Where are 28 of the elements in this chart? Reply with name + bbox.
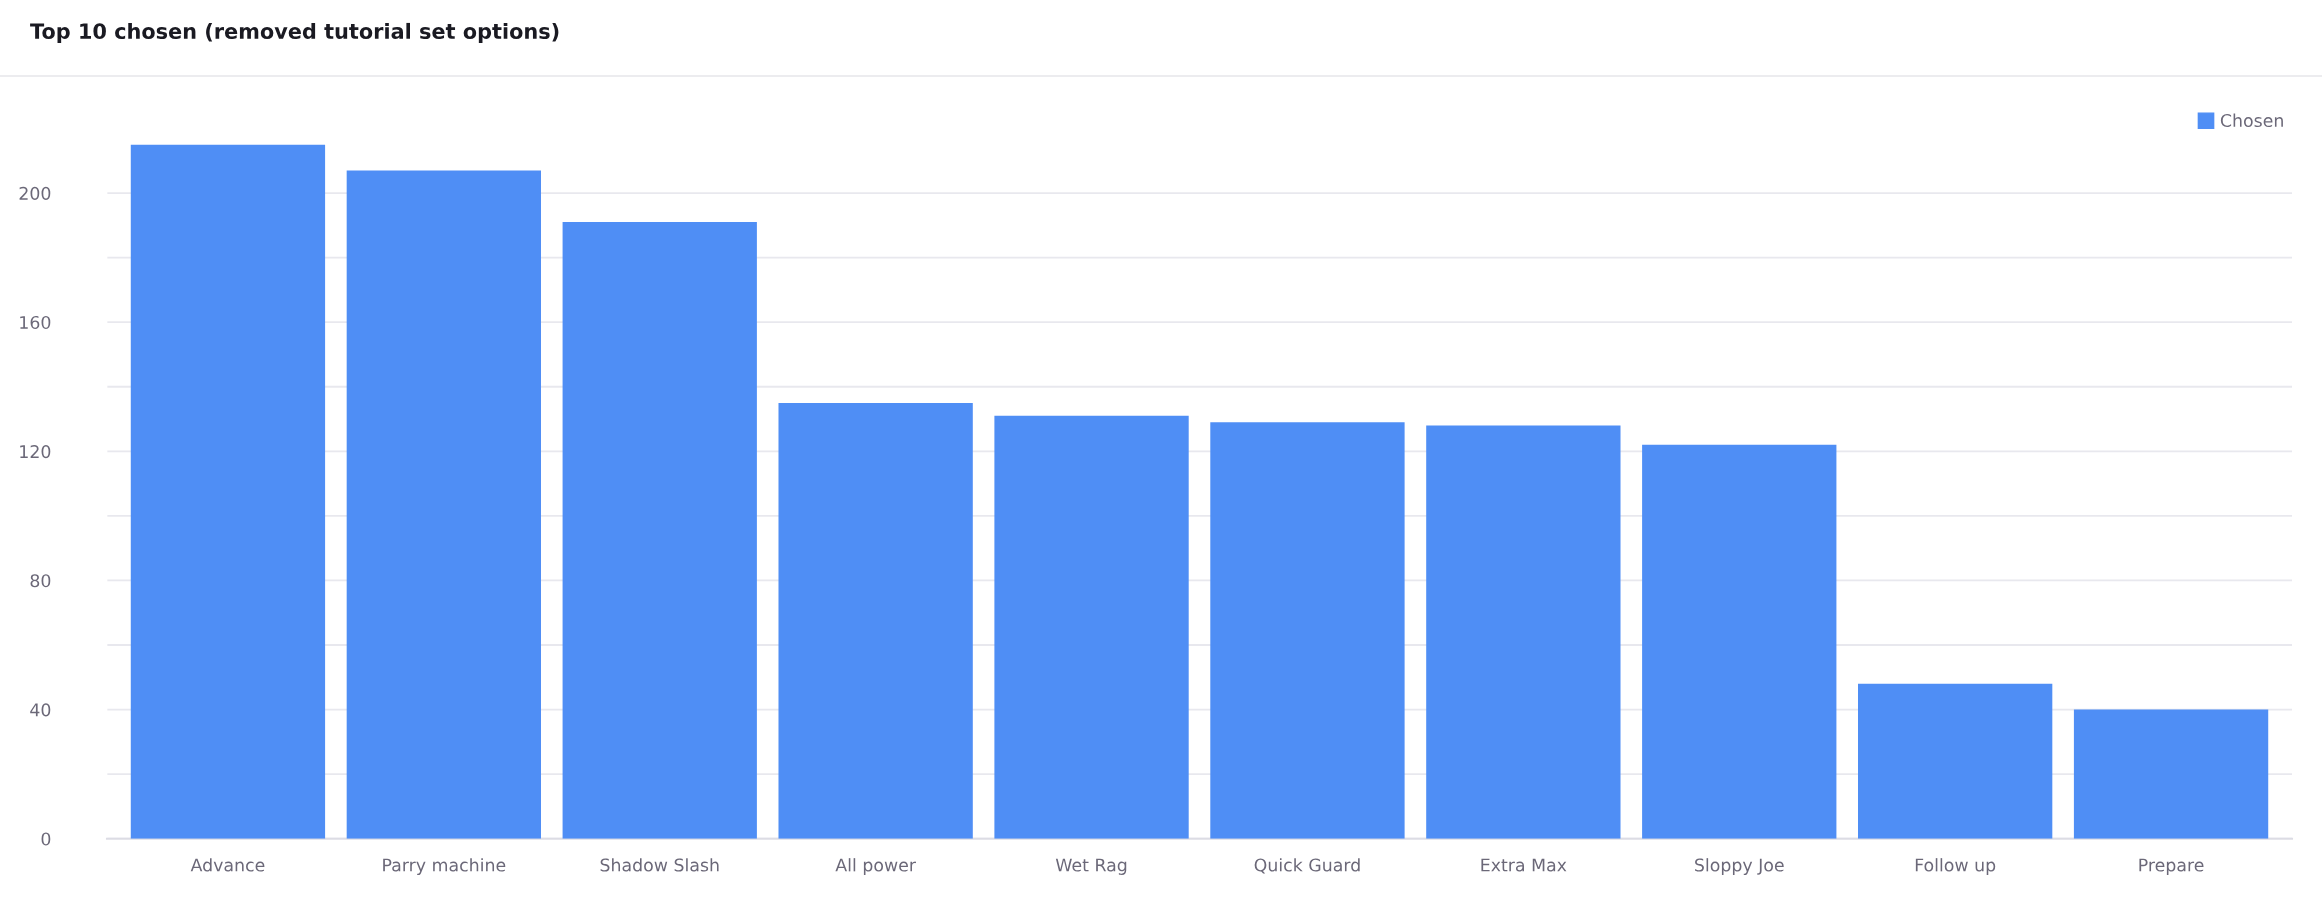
bar <box>130 144 326 839</box>
bar <box>562 222 757 839</box>
bar <box>994 415 1189 839</box>
x-tick-label: Extra Max <box>1481 858 1567 872</box>
y-tick-label: 80 <box>30 574 51 588</box>
bar <box>1210 422 1405 839</box>
chart-title: Top 10 chosen (removed tutorial set options) <box>30 22 559 44</box>
bar <box>346 170 541 839</box>
bar <box>1858 683 2053 839</box>
y-tick-label: 120 <box>20 445 51 459</box>
bar <box>1426 425 1621 839</box>
bar <box>1642 444 1837 839</box>
x-tick-label: Shadow Slash <box>600 858 719 872</box>
y-tick-label: 160 <box>20 315 51 330</box>
legend-label: Chosen <box>2220 113 2283 128</box>
x-tick-label: Wet Rag <box>1055 858 1127 875</box>
x-tick-label: Parry machine <box>383 858 506 875</box>
x-tick-label: Advance <box>190 858 265 872</box>
x-tick-label: Prepare <box>2139 858 2204 875</box>
x-tick-label: Quick Guard <box>1254 858 1360 874</box>
bar <box>778 402 973 839</box>
y-tick-label: 0 <box>41 832 51 846</box>
y-tick-label: 40 <box>30 703 51 717</box>
x-tick-label: Follow up <box>1915 858 1996 875</box>
x-tick-label: Sloppy Joe <box>1695 858 1784 875</box>
bar <box>2073 709 2269 839</box>
x-tick-label: All power <box>835 858 916 875</box>
y-tick-label: 200 <box>19 186 51 200</box>
